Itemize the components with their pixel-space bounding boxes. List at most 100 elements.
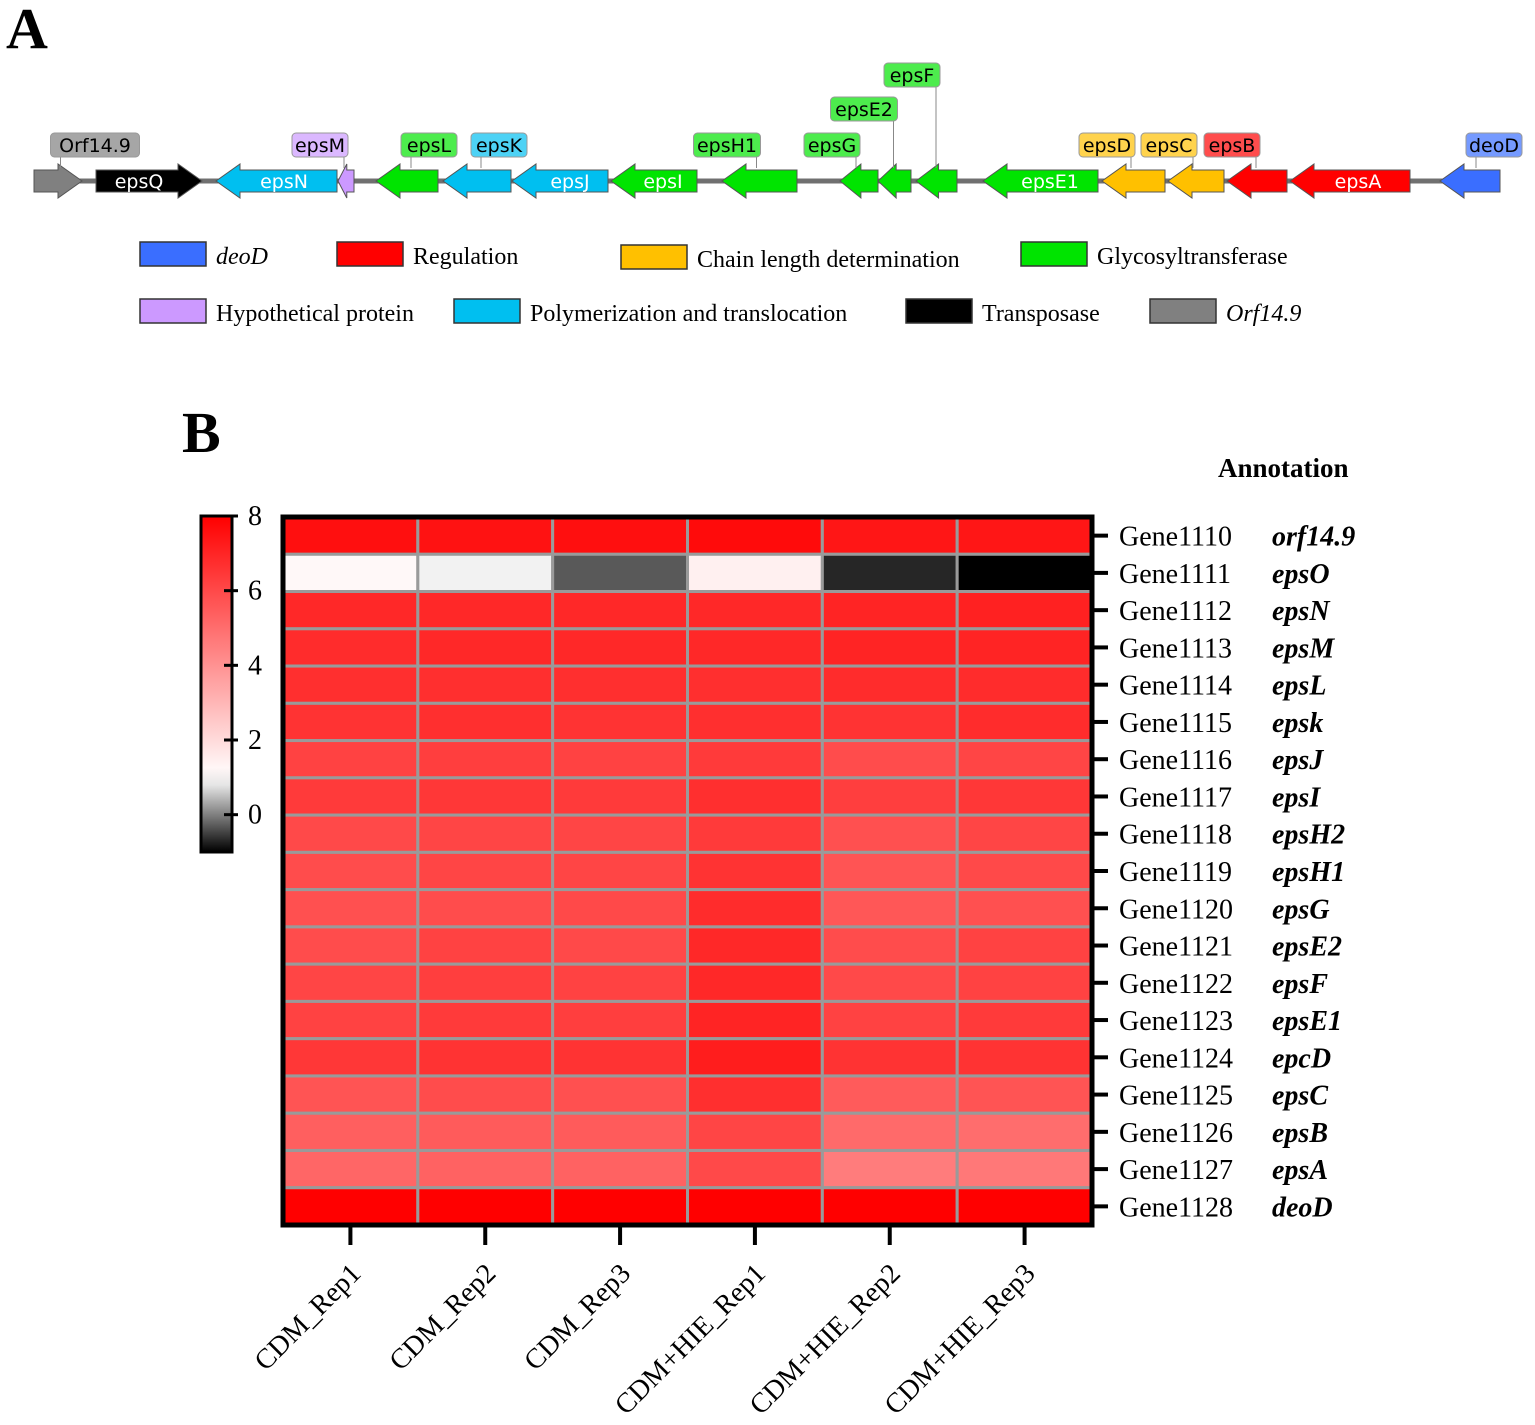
gene-arrow-epsj — [511, 163, 609, 199]
heatmap-cell — [416, 739, 555, 780]
heatmap-cell — [416, 850, 555, 892]
gene-label-epsi: epsI — [643, 171, 682, 193]
annotation-label-epsb: epsB — [1272, 1118, 1328, 1149]
gene-arrow-epsm — [337, 163, 355, 199]
row-label-gene1117: Gene1117 — [1119, 782, 1232, 813]
heatmap-cell — [955, 1074, 1094, 1115]
legend-label-orf14-9: Orf14.9 — [1226, 301, 1301, 327]
heatmap-cell — [955, 1037, 1094, 1078]
legend-label-glycosyltransferase: Glycosyltransferase — [1097, 244, 1288, 270]
annotation-label-epsf: epsF — [1272, 969, 1328, 1000]
callout-box-epsm — [291, 132, 349, 158]
annotation-label-orf14-9: orf14.9 — [1272, 522, 1355, 553]
row-label-gene1124: Gene1124 — [1119, 1043, 1233, 1074]
heatmap-cell — [686, 515, 824, 556]
row-label-gene1114: Gene1114 — [1119, 671, 1232, 702]
gene-arrow-epsc — [1167, 163, 1225, 199]
heatmap-cell — [416, 776, 555, 817]
heatmap-cell — [820, 776, 959, 817]
column-label-cdm-rep1: CDM_Rep1 — [249, 1258, 368, 1377]
heatmap-cell — [416, 1111, 555, 1152]
callout-label-epsh1: epsH1 — [697, 135, 757, 157]
heatmap-cell — [686, 552, 824, 594]
heatmap-cell — [281, 813, 420, 854]
row-label-gene1119: Gene1119 — [1119, 857, 1232, 888]
heatmap-cell — [281, 962, 420, 1003]
heatmap-cell — [686, 1148, 824, 1190]
colorbar-tick-label: 6 — [248, 576, 262, 607]
row-label-gene1111: Gene1111 — [1119, 559, 1231, 590]
row-label-gene1110: Gene1110 — [1119, 522, 1232, 553]
heatmap-cell — [955, 999, 1094, 1041]
heatmap-cell — [955, 552, 1094, 594]
heatmap-cell — [820, 515, 959, 556]
heatmap-cell — [551, 590, 690, 631]
annotation-label-epse1: epsE1 — [1272, 1006, 1342, 1037]
callout-box-epse2 — [830, 96, 898, 122]
heatmap-cell — [551, 627, 690, 668]
gene-arrow-epsn — [215, 163, 338, 199]
annotation-label-epcd: epcD — [1272, 1043, 1331, 1074]
heatmap-cell — [686, 776, 824, 817]
annotation-label-epsa: epsA — [1272, 1155, 1328, 1186]
heatmap-cell — [820, 1148, 959, 1190]
annotation-label-epse2: epsE2 — [1272, 932, 1342, 963]
heatmap-cell — [686, 850, 824, 892]
heatmap-cell — [416, 962, 555, 1003]
gene-arrow-epsa — [1289, 163, 1411, 199]
heatmap-cell — [551, 515, 690, 556]
heatmap-cell — [955, 590, 1094, 631]
heatmap-cell — [820, 813, 959, 854]
heatmap-cell — [686, 813, 824, 854]
gene-label-epse1: epsE1 — [1021, 171, 1079, 193]
row-label-gene1118: Gene1118 — [1119, 820, 1232, 851]
heatmap-cell — [686, 590, 824, 631]
legend-label-transposase: Transposase — [982, 301, 1100, 327]
gene-label-epsn: epsN — [260, 171, 308, 193]
gene-arrow-epsq — [95, 163, 203, 199]
heatmap-cell — [281, 850, 420, 892]
callout-box-epsg — [803, 132, 861, 158]
heatmap-cell — [955, 1111, 1094, 1152]
gene-label-epsj: epsJ — [550, 171, 589, 193]
heatmap-cell — [281, 701, 420, 743]
heatmap-cell — [686, 1111, 824, 1152]
callout-box-epsf — [883, 62, 941, 88]
annotation-label-epsh2: epsH2 — [1272, 820, 1345, 851]
heatmap-cell — [686, 627, 824, 668]
row-label-gene1112: Gene1112 — [1119, 596, 1232, 627]
heatmap-cell — [416, 999, 555, 1041]
callout-box-epsd — [1078, 132, 1136, 158]
heatmap-cell — [551, 1037, 690, 1078]
legend-swatch-glycosyltransferase — [1020, 241, 1088, 267]
heatmap-cell — [416, 1074, 555, 1115]
heatmap-cell — [820, 999, 959, 1041]
gene-label-epsq: epsQ — [115, 171, 164, 193]
heatmap-cell — [686, 962, 824, 1003]
row-label-gene1116: Gene1116 — [1119, 745, 1232, 776]
column-label-cdm-rep2: CDM_Rep2 — [383, 1258, 502, 1377]
heatmap-cell — [955, 925, 1094, 966]
row-label-gene1126: Gene1126 — [1119, 1118, 1233, 1149]
annotation-label-deod: deoD — [1272, 1192, 1333, 1223]
annotation-label-epsk: epsk — [1272, 708, 1323, 739]
heatmap-cell — [551, 701, 690, 743]
gene-cluster-map: Orf14.9 epsQ epsN epsM epsL epsK epsJ epsI epsH1… — [33, 62, 1523, 200]
gene-arrow-deod — [1439, 163, 1501, 199]
heatmap-cell — [820, 627, 959, 668]
heatmap-cell — [955, 850, 1094, 892]
gene-label-epsa: epsA — [1335, 171, 1382, 193]
heatmap-cell — [820, 962, 959, 1003]
callout-box-epsk — [470, 132, 528, 158]
callout-box-epsb — [1203, 132, 1261, 158]
callout-box-epsc — [1140, 132, 1198, 158]
heatmap-cell — [551, 739, 690, 780]
heatmap-cell — [416, 1148, 555, 1190]
column-label-cdm-rep3: CDM_Rep3 — [518, 1258, 637, 1377]
row-label-gene1113: Gene1113 — [1119, 633, 1232, 664]
heatmap-cell — [551, 776, 690, 817]
heatmap-cell — [686, 701, 824, 743]
heatmap-cell — [820, 1037, 959, 1078]
row-label-gene1127: Gene1127 — [1119, 1155, 1233, 1186]
heatmap-cell — [281, 664, 420, 705]
